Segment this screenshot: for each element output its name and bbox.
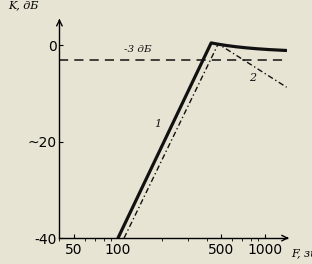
Text: 1: 1	[154, 119, 161, 129]
X-axis label: F, зц: F, зц	[291, 249, 312, 259]
Text: -3 дБ: -3 дБ	[124, 45, 152, 54]
Text: 2: 2	[249, 73, 256, 83]
Y-axis label: K, дБ: K, дБ	[8, 0, 38, 10]
